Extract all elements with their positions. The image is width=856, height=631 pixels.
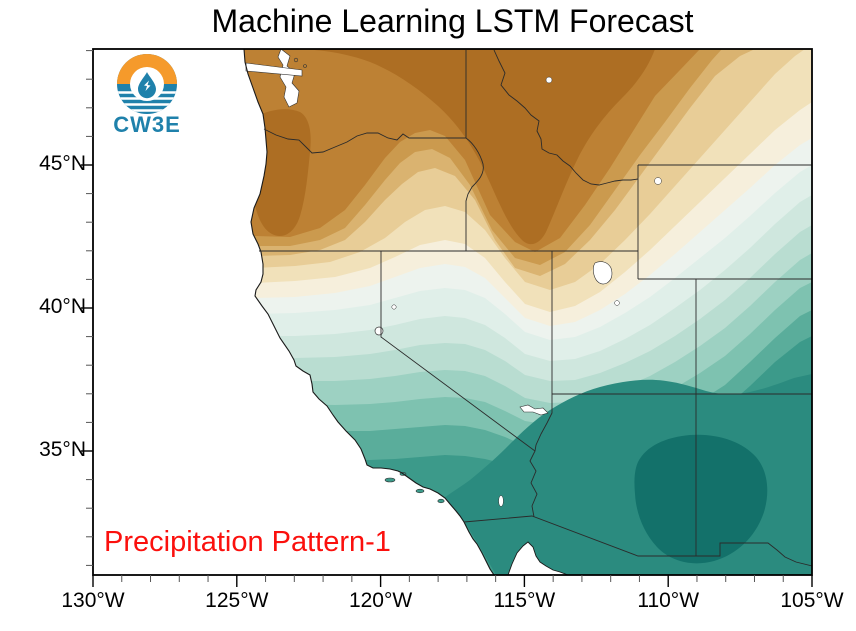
cw3e-logo-icon	[117, 54, 177, 114]
lake-tahoe	[374, 326, 384, 336]
utah-lake	[614, 300, 620, 306]
x-tick-label: 110°W	[637, 589, 700, 612]
pacific-ocean	[93, 49, 494, 575]
state-borders	[259, 49, 812, 567]
y-tick-label: 40°N	[39, 295, 86, 318]
y-tick-label: 45°N	[39, 152, 86, 175]
pyramid-lake	[391, 304, 397, 310]
strait-juan-de-fuca	[245, 62, 303, 77]
salton-sea	[498, 495, 504, 507]
yellowstone-lake	[654, 177, 662, 185]
lightning-bolt-icon	[144, 80, 151, 91]
x-tick-label: 105°W	[780, 589, 844, 612]
great-salt-lake	[593, 261, 613, 285]
gulf-of-california	[507, 541, 569, 575]
lake-mead	[519, 404, 549, 416]
puget-sound	[277, 49, 300, 108]
water-mask	[93, 49, 662, 575]
cw3e-logo-text: CW3E	[113, 112, 181, 137]
x-tick-label: 115°W	[493, 589, 556, 612]
x-tick-label: 125°W	[205, 589, 269, 612]
pattern-annotation: Precipitation Pattern-1	[104, 526, 391, 558]
axis-ticks	[81, 50, 813, 587]
coastline	[243, 49, 495, 575]
x-tick-label: 130°W	[61, 589, 125, 612]
plot-title: Machine Learning LSTM Forecast	[211, 3, 694, 39]
x-tick-label: 120°W	[348, 589, 413, 612]
y-tick-label: 35°N	[39, 438, 86, 461]
map-borders	[243, 49, 812, 575]
channel-islands	[293, 57, 445, 504]
cw3e-logo: CW3E	[108, 52, 186, 138]
flathead-lake	[545, 76, 553, 84]
plot-frame	[92, 48, 813, 576]
